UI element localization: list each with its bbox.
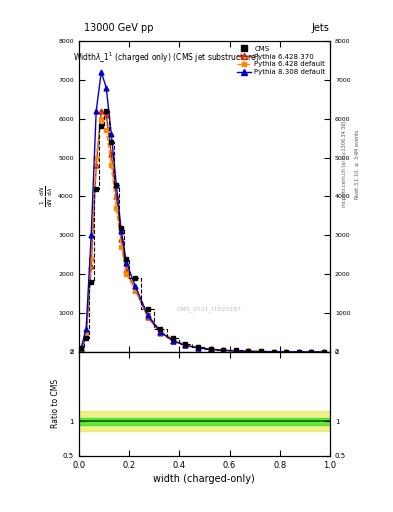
Y-axis label: Ratio to CMS: Ratio to CMS	[51, 379, 60, 429]
Text: CMS_2021_I1920187: CMS_2021_I1920187	[177, 306, 242, 312]
Legend: CMS, Pythia 6.428 370, Pythia 6.428 default, Pythia 8.308 default: CMS, Pythia 6.428 370, Pythia 6.428 defa…	[236, 45, 327, 76]
Text: Jets: Jets	[312, 23, 329, 33]
Text: Rivet 3.1.10, $\geq$ 3.4M events: Rivet 3.1.10, $\geq$ 3.4M events	[354, 128, 361, 200]
Text: mcplots.cern.ch [arXiv:1306.34 36]: mcplots.cern.ch [arXiv:1306.34 36]	[342, 121, 347, 207]
Text: Width$\lambda\_1^1$ (charged only) (CMS jet substructure): Width$\lambda\_1^1$ (charged only) (CMS …	[73, 50, 260, 65]
Text: 13000 GeV pp: 13000 GeV pp	[84, 23, 154, 33]
X-axis label: width (charged-only): width (charged-only)	[154, 474, 255, 484]
Bar	[79, 411, 330, 432]
Bar	[79, 418, 330, 424]
Y-axis label: $\frac{1}{\mathrm{d}N}$ $\frac{\mathrm{d}N}{\mathrm{d}\lambda}$: $\frac{1}{\mathrm{d}N}$ $\frac{\mathrm{d…	[39, 185, 55, 207]
